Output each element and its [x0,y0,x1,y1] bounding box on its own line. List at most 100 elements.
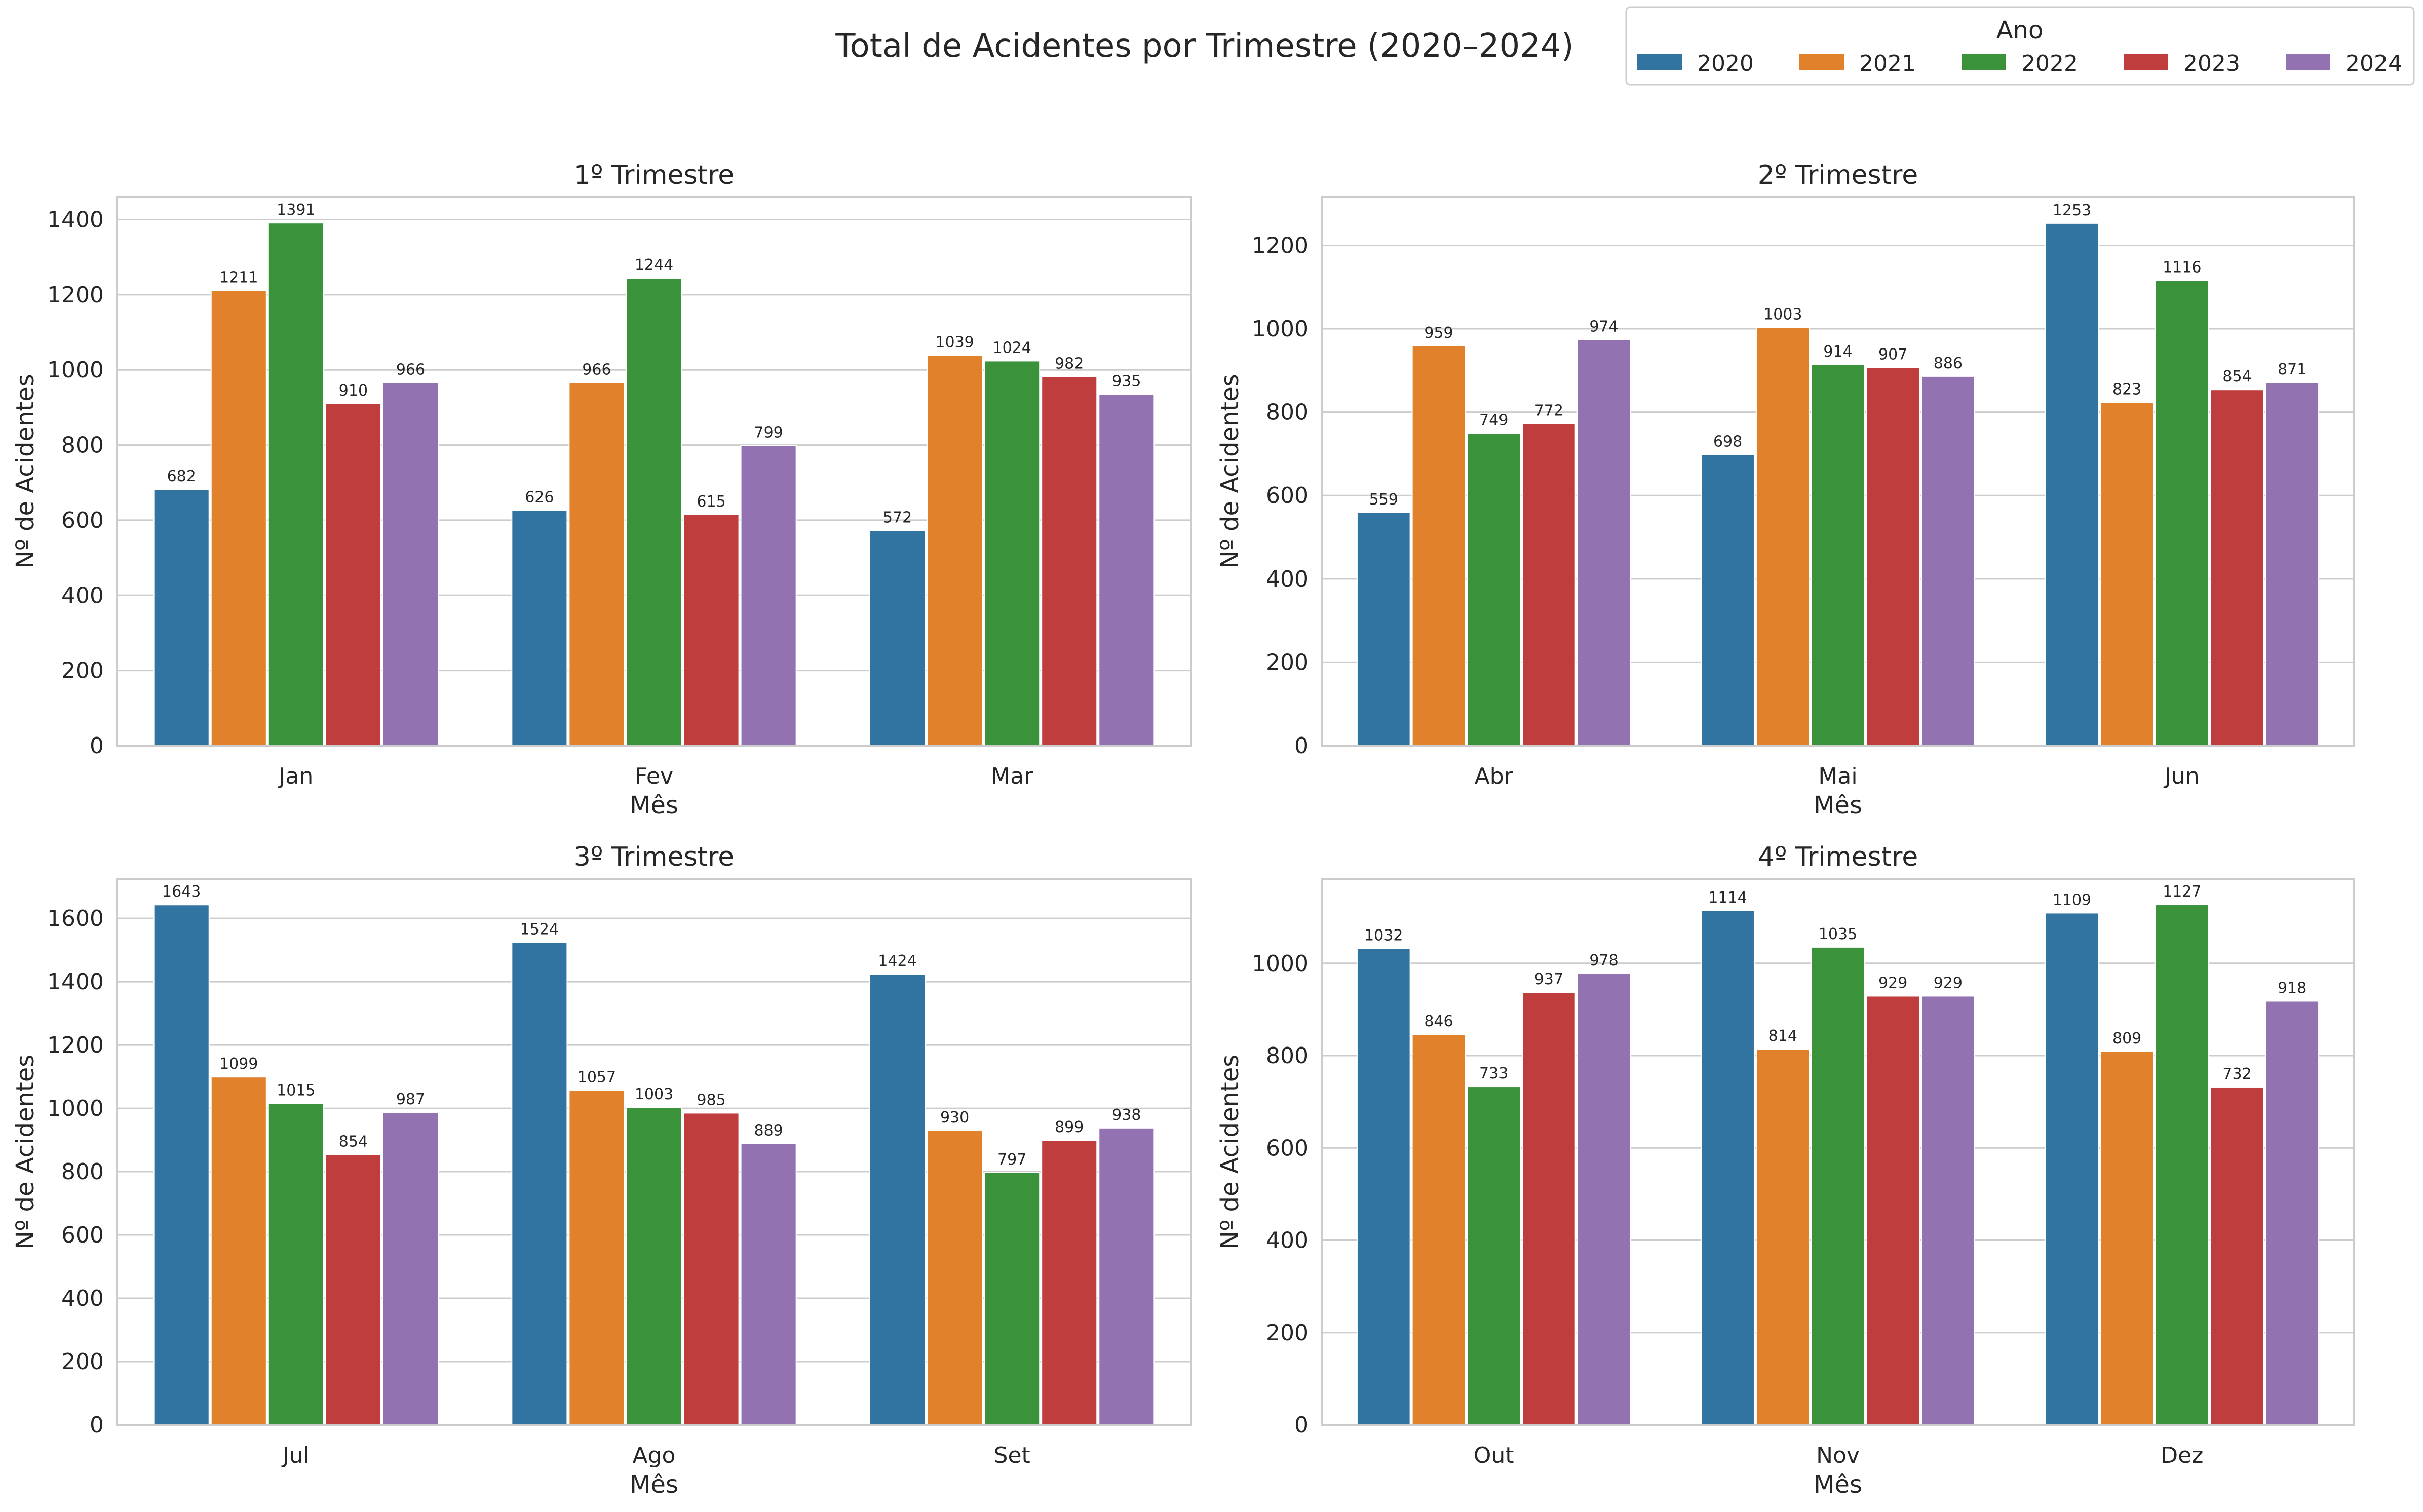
bar-2020-Jul [153,904,210,1425]
bar-2021-Ago [568,1090,625,1426]
plot-frame [1321,878,2355,1426]
bar-2022-Dez [2155,904,2209,1425]
data-label-2022-Fev: 1244 [635,256,673,274]
y-axis-label: Nº de Acidentes [1216,374,1244,569]
bar-2022-Abr [1467,433,1521,746]
data-label-2024-Nov: 929 [1934,974,1963,992]
bar-2022-Jul [267,1103,324,1425]
bar-2023-Dez [2210,1086,2264,1426]
bar-2021-Fev [568,382,625,746]
y-tick-label: 1000 [47,1096,104,1121]
legend-swatch-2023 [2124,54,2168,70]
bar-2021-Jul [210,1076,267,1425]
data-label-2021-Set: 930 [940,1109,969,1127]
x-tick-label: Mai [1818,763,1857,789]
bar-2020-Mar [869,530,926,747]
data-label-2024-Jun: 871 [2278,361,2306,378]
data-label-2020-Nov: 1114 [1708,889,1747,907]
y-tick-label: 0 [90,733,104,759]
bar-2023-Mar [1041,376,1098,746]
bar-2024-Jun [2265,382,2320,746]
bar-2021-Nov [1755,1049,1810,1425]
panel-title: 4º Trimestre [1758,842,1918,872]
data-label-2022-Nov: 1035 [1819,925,1857,943]
x-tick-label: Jan [277,763,313,789]
data-label-2020-Jul: 1643 [162,883,201,901]
bar-2023-Jun [2210,389,2264,746]
bar-2021-Jun [2100,402,2154,746]
data-label-2020-Out: 1032 [1364,927,1403,945]
data-label-2024-Mar: 935 [1112,372,1141,390]
bar-2021-Abr [1411,345,1466,746]
bar-2024-Out [1576,973,1631,1425]
chart-panel-3: 0 200 400 600 800 1000 1200 1400 1600 1643 1524 142… [11,842,1192,1499]
data-label-2020-Dez: 1109 [2053,891,2091,909]
bar-2023-Set [1041,1140,1098,1426]
y-tick-label: 600 [61,1222,104,1248]
data-label-2023-Nov: 929 [1878,974,1907,992]
data-label-2024-Dez: 918 [2278,979,2306,997]
y-tick-label: 400 [61,583,104,608]
x-tick-label: Jun [2163,763,2200,789]
bar-2021-Out [1411,1034,1466,1425]
bar-2023-Fev [683,514,740,746]
y-tick-label: 800 [1266,400,1309,425]
plot-frame [116,878,1192,1426]
bar-2023-Mai [1866,367,1920,746]
bar-2020-Jan [153,489,210,746]
bar-2024-Nov [1921,995,1975,1425]
data-label-2023-Set: 899 [1055,1118,1084,1136]
x-axis-label: Mês [630,1470,678,1499]
data-label-2023-Jun: 854 [2222,368,2251,385]
data-label-2022-Mar: 1024 [992,339,1031,357]
legend: Ano 2020 2021 2022 2023 2024 [1625,6,2415,86]
data-label-2021-Out: 846 [1424,1013,1453,1030]
bar-2020-Abr [1356,512,1411,746]
data-label-2023-Mar: 982 [1055,355,1084,373]
data-label-2020-Fev: 626 [525,489,554,507]
data-label-2024-Set: 938 [1112,1106,1141,1124]
x-tick-label: Out [1474,1443,1514,1468]
data-label-2023-Ago: 985 [697,1091,725,1109]
data-label-2023-Jan: 910 [339,382,368,400]
data-label-2024-Ago: 889 [754,1121,783,1139]
data-label-2023-Fev: 615 [697,493,725,511]
data-label-2022-Dez: 1127 [2163,883,2201,901]
x-tick-label: Jul [281,1443,310,1468]
bar-2020-Fev [511,510,568,746]
y-tick-label: 400 [1266,566,1309,592]
y-tick-label: 1400 [47,207,104,233]
data-label-2021-Jan: 1211 [219,269,258,287]
data-label-2024-Fev: 799 [754,423,783,441]
bar-2024-Jan [382,382,439,746]
y-tick-label: 400 [61,1286,104,1311]
x-tick-label: Mar [991,763,1033,789]
data-label-2020-Abr: 559 [1369,491,1398,509]
y-axis-label: Nº de Acidentes [11,374,40,569]
y-tick-label: 1000 [1252,951,1309,977]
y-tick-label: 600 [61,508,104,533]
chart-panel-2: 0 200 400 600 800 1000 1200 559 698 1253 959 1003 82… [1216,160,2355,820]
y-tick-label: 1600 [47,906,104,932]
bar-2023-Ago [683,1112,740,1425]
data-label-2021-Abr: 959 [1424,324,1453,342]
chart-panel-1: 0 200 400 600 800 1000 1200 1400 682 626 572 1211 96… [11,160,1192,820]
data-label-2023-Dez: 732 [2222,1065,2251,1083]
legend-label-2022: 2022 [2021,51,2078,76]
legend-label-2020: 2020 [1697,51,1754,76]
data-label-2022-Abr: 749 [1479,412,1508,430]
data-label-2023-Out: 937 [1534,971,1563,988]
bar-2023-Jan [325,403,381,746]
bar-2022-Fev [626,278,682,746]
y-tick-label: 0 [1294,1412,1309,1438]
bar-2024-Jul [382,1112,439,1425]
data-label-2022-Out: 733 [1479,1065,1508,1082]
y-tick-label: 200 [61,658,104,684]
bar-2022-Nov [1811,946,1865,1425]
bar-2020-Out [1356,948,1411,1425]
y-tick-label: 800 [1266,1043,1309,1069]
bar-2022-Jan [267,222,324,747]
legend-label-2023: 2023 [2183,51,2240,76]
bar-2022-Ago [626,1107,682,1426]
bar-2024-Fev [740,445,797,746]
